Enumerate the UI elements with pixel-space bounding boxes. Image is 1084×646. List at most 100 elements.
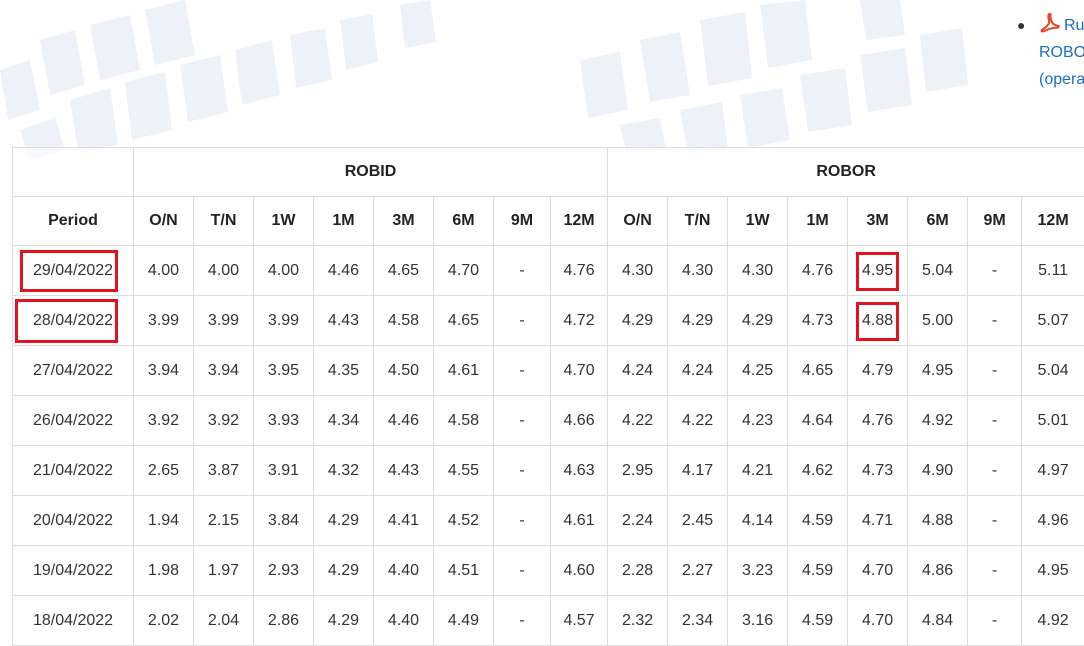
- robor-rate-cell: 4.88: [848, 296, 908, 346]
- robid-rate-cell: -: [494, 396, 551, 446]
- robid-rate-cell: 4.58: [434, 396, 494, 446]
- robor-rate-cell: 4.17: [668, 446, 728, 496]
- rate-value: 4.66: [563, 412, 594, 429]
- robid-rate-cell: 4.52: [434, 496, 494, 546]
- robor-rate-cell: 4.21: [728, 446, 788, 496]
- bullet-icon: ●: [1014, 12, 1039, 39]
- rate-value: 4.51: [448, 562, 479, 579]
- robor-rate-cell: 4.64: [788, 396, 848, 446]
- rate-value: 2.86: [268, 612, 299, 629]
- rate-value: 4.95: [862, 262, 893, 280]
- rate-value: -: [992, 412, 997, 429]
- rate-value: 2.32: [622, 612, 653, 629]
- rate-value: 4.35: [328, 362, 359, 379]
- rate-value: 2.28: [622, 562, 653, 579]
- robid-rate-cell: 3.92: [194, 396, 254, 446]
- rate-value: 4.62: [802, 462, 833, 479]
- robid-rate-cell: 4.29: [314, 496, 374, 546]
- pdf-link[interactable]: Ru ROBO (opera: [1039, 12, 1084, 93]
- robid-rate-cell: 4.40: [374, 596, 434, 646]
- robor-rate-cell: 4.22: [668, 396, 728, 446]
- period-cell: 26/04/2022: [13, 396, 134, 446]
- robor-rate-cell: 4.73: [788, 296, 848, 346]
- rate-value: 4.32: [328, 462, 359, 479]
- rate-value: 4.96: [1038, 512, 1069, 529]
- group-header-row: ROBID ROBOR: [13, 148, 1084, 197]
- robor-rate-cell: 4.97: [1022, 446, 1084, 496]
- rate-value: 2.04: [208, 612, 239, 629]
- rate-value: 4.79: [862, 362, 893, 379]
- rate-value: -: [519, 512, 524, 529]
- robor-column-header: T/N: [668, 197, 728, 246]
- rate-value: 4.34: [328, 412, 359, 429]
- robor-rate-cell: 4.96: [1022, 496, 1084, 546]
- robor-rate-cell: -: [968, 496, 1022, 546]
- empty-header-cell: [13, 148, 134, 197]
- robor-rate-cell: 4.65: [788, 346, 848, 396]
- rate-value: 4.30: [682, 262, 713, 279]
- robor-rate-cell: 4.92: [1022, 596, 1084, 646]
- robor-rate-cell: 2.34: [668, 596, 728, 646]
- rate-value: 3.84: [268, 512, 299, 529]
- period-cell: 27/04/2022: [13, 346, 134, 396]
- rate-value: -: [519, 612, 524, 629]
- robor-rate-cell: 4.79: [848, 346, 908, 396]
- period-value: 18/04/2022: [33, 612, 113, 629]
- rate-value: 4.43: [328, 312, 359, 329]
- rate-value: 4.70: [448, 262, 479, 279]
- rate-value: 3.91: [268, 462, 299, 479]
- rate-value: 4.41: [388, 512, 419, 529]
- robid-rate-cell: 4.65: [434, 296, 494, 346]
- rate-value: 4.25: [742, 362, 773, 379]
- robid-column-header: 12M: [551, 197, 608, 246]
- period-value: 27/04/2022: [33, 362, 113, 379]
- rate-value: 4.30: [742, 262, 773, 279]
- robid-rate-cell: 4.55: [434, 446, 494, 496]
- robid-column-header: 6M: [434, 197, 494, 246]
- rate-value: -: [519, 412, 524, 429]
- robid-rate-cell: 4.46: [374, 396, 434, 446]
- rate-value: 4.17: [682, 462, 713, 479]
- rate-value: -: [992, 462, 997, 479]
- robid-rate-cell: 4.51: [434, 546, 494, 596]
- rate-value: 4.73: [862, 462, 893, 479]
- robid-rate-cell: 3.94: [194, 346, 254, 396]
- rate-value: 3.94: [208, 362, 239, 379]
- rate-value: 1.94: [148, 512, 179, 529]
- period-value: 21/04/2022: [33, 462, 113, 479]
- rate-value: -: [519, 312, 524, 329]
- robid-rate-cell: 3.87: [194, 446, 254, 496]
- robid-rate-cell: 2.65: [134, 446, 194, 496]
- robid-rate-cell: -: [494, 446, 551, 496]
- robor-rate-cell: -: [968, 446, 1022, 496]
- robor-rate-cell: 4.86: [908, 546, 968, 596]
- rate-value: -: [519, 262, 524, 279]
- rate-value: 2.93: [268, 562, 299, 579]
- rate-value: 4.59: [802, 512, 833, 529]
- rate-value: -: [519, 362, 524, 379]
- robor-rate-cell: 4.24: [608, 346, 668, 396]
- robid-rate-cell: 4.29: [314, 596, 374, 646]
- robor-rate-cell: 4.95: [1022, 546, 1084, 596]
- rate-value: 2.15: [208, 512, 239, 529]
- robid-rate-cell: 4.70: [551, 346, 608, 396]
- robid-rate-cell: 4.65: [374, 246, 434, 296]
- rate-value: 5.00: [922, 312, 953, 329]
- rate-value: -: [992, 612, 997, 629]
- robor-rate-cell: -: [968, 596, 1022, 646]
- period-value: 28/04/2022: [33, 312, 113, 330]
- robid-column-header: 9M: [494, 197, 551, 246]
- robor-column-header: O/N: [608, 197, 668, 246]
- rate-value: 4.23: [742, 412, 773, 429]
- rate-value: 4.92: [1038, 612, 1069, 629]
- robid-column-header: 1W: [254, 197, 314, 246]
- robid-rate-cell: 4.50: [374, 346, 434, 396]
- rate-value: 4.50: [388, 362, 419, 379]
- rate-value: -: [992, 512, 997, 529]
- robid-rate-cell: 3.91: [254, 446, 314, 496]
- robor-rate-cell: 4.29: [728, 296, 788, 346]
- robid-rate-cell: 4.00: [194, 246, 254, 296]
